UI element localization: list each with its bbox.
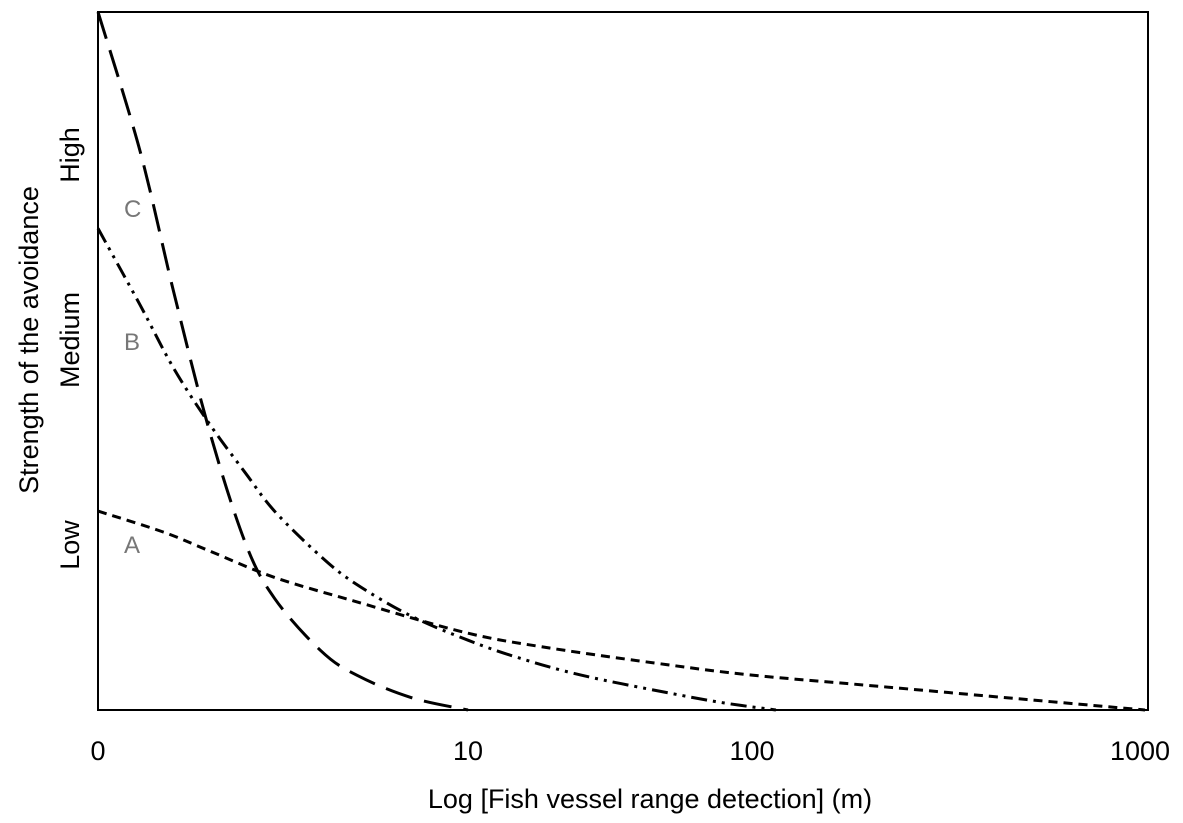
y-tick-label-low: Low [55, 520, 85, 570]
x-tick-label-100: 100 [729, 736, 774, 766]
plot-frame [98, 12, 1148, 710]
curve-b [98, 228, 776, 710]
x-axis-title: Log [Fish vessel range detection] (m) [428, 784, 872, 814]
x-tick-label-10: 10 [453, 736, 483, 766]
curves-layer [98, 12, 1145, 710]
curve-c [98, 12, 468, 710]
y-axis-title: Strength of the avoidance [14, 186, 44, 494]
x-tick-label-1000: 1000 [1110, 736, 1170, 766]
y-tick-label-high: High [55, 127, 85, 183]
curve-label-b: B [124, 329, 140, 356]
curve-label-a: A [124, 532, 140, 559]
curve-a [98, 511, 1145, 710]
curve-label-c: C [124, 196, 141, 223]
y-tick-label-medium: Medium [55, 292, 85, 388]
x-tick-label-0: 0 [90, 736, 105, 766]
